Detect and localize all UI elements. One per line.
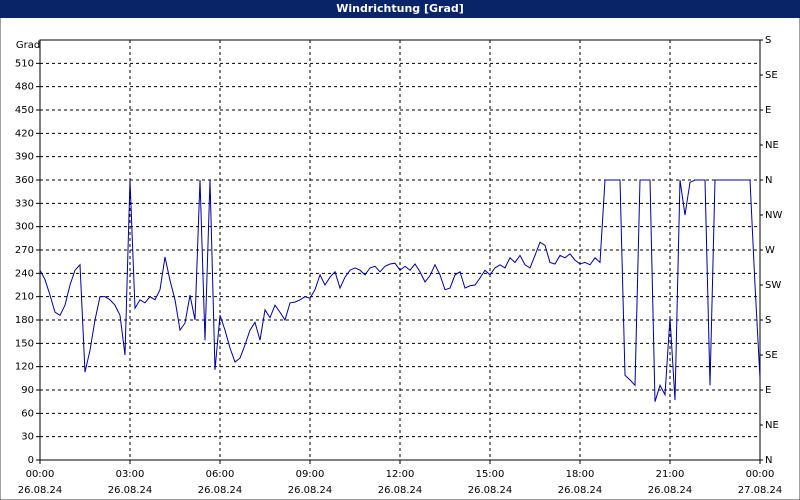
y2-tick-label: NW — [765, 210, 782, 221]
y-tick-label: 270 — [15, 245, 34, 256]
x-tick-date: 26.08.24 — [288, 485, 333, 496]
x-tick-date: 26.08.24 — [198, 485, 243, 496]
y-tick-label: 0 — [28, 455, 34, 466]
x-tick-date: 26.08.24 — [378, 485, 423, 496]
y2-tick-label: SE — [765, 350, 778, 361]
y2-tick-label: NE — [765, 420, 779, 431]
data-line — [39, 179, 761, 402]
x-tick-date: 27.08.24 — [738, 485, 783, 496]
x-tick-label: 15:00 — [476, 469, 505, 480]
y-tick-label: 420 — [15, 128, 34, 139]
y-tick-label: 60 — [21, 408, 34, 419]
x-tick-date: 26.08.24 — [108, 485, 153, 496]
y-axis-label: Grad — [16, 40, 40, 51]
x-tick-label: 12:00 — [386, 469, 415, 480]
y-tick-label: 90 — [21, 385, 34, 396]
title-bar — [0, 0, 800, 18]
x-tick-date: 26.08.24 — [558, 485, 603, 496]
y2-tick-label: SW — [765, 280, 781, 291]
x-tick-date: 26.08.24 — [468, 485, 513, 496]
y2-tick-label: N — [765, 455, 772, 466]
y-tick-label: 480 — [15, 82, 34, 93]
x-tick-label: 18:00 — [566, 469, 595, 480]
y2-tick-label: E — [765, 385, 771, 396]
x-tick-label: 21:00 — [656, 469, 685, 480]
x-tick-label: 09:00 — [296, 469, 325, 480]
x-tick-date: 26.08.24 — [648, 485, 693, 496]
y2-tick-label: S — [765, 35, 771, 46]
x-tick-label: 03:00 — [116, 469, 145, 480]
y2-tick-label: SE — [765, 70, 778, 81]
x-tick-label: 00:00 — [26, 469, 55, 480]
y2-tick-label: S — [765, 315, 771, 326]
y-tick-label: 150 — [15, 338, 34, 349]
y-tick-label: 180 — [15, 315, 34, 326]
y-tick-label: 450 — [15, 105, 34, 116]
x-tick-label: 00:00 — [746, 469, 775, 480]
y-tick-label: 240 — [15, 268, 34, 279]
y2-tick-label: E — [765, 105, 771, 116]
plot-border — [39, 39, 761, 461]
y-tick-label: 300 — [15, 222, 34, 233]
x-tick-label: 06:00 — [206, 469, 235, 480]
y-tick-label: 390 — [15, 152, 34, 163]
y-tick-label: 210 — [15, 292, 34, 303]
y-tick-label: 30 — [21, 432, 34, 443]
y2-tick-label: NE — [765, 140, 779, 151]
y-tick-label: 330 — [15, 198, 34, 209]
x-tick-date: 26.08.24 — [18, 485, 63, 496]
y2-tick-label: W — [765, 245, 775, 256]
y-tick-label: 360 — [15, 175, 34, 186]
y-tick-label: 120 — [15, 362, 34, 373]
y2-tick-label: N — [765, 175, 772, 186]
chart-title: Windrichtung [Grad] — [336, 2, 464, 15]
y-tick-label: 510 — [15, 58, 34, 69]
